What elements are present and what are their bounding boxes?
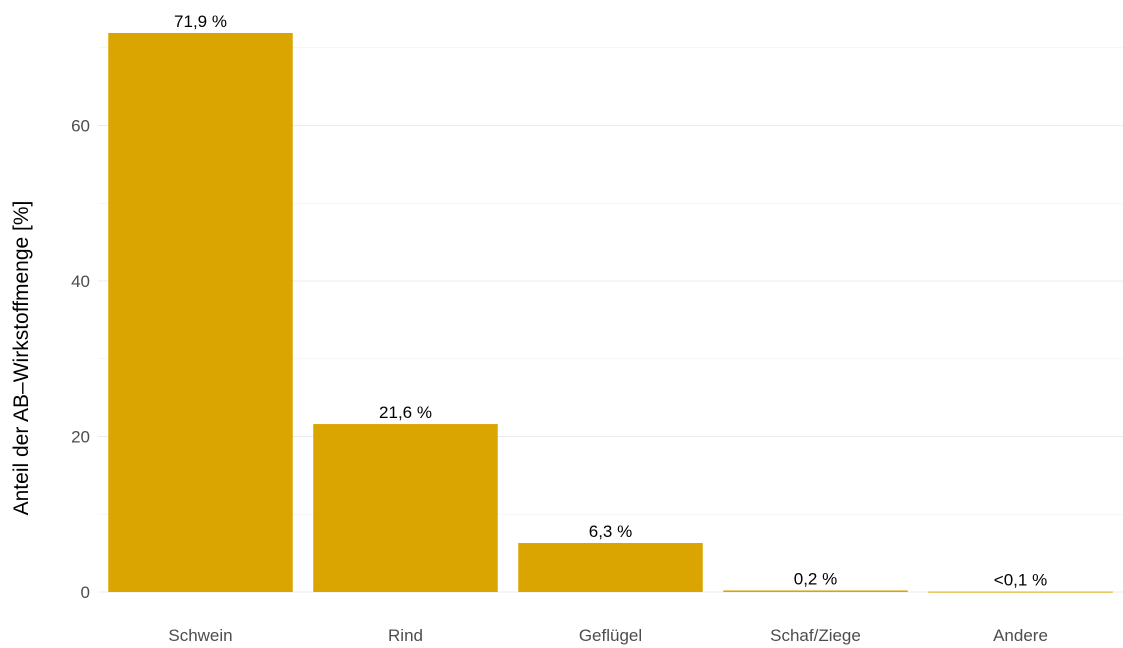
x-tick-label: Andere xyxy=(993,626,1048,645)
x-tick-label: Schwein xyxy=(168,626,232,645)
y-tick-label: 60 xyxy=(71,117,90,136)
y-tick-label: 0 xyxy=(81,583,90,602)
bar-value-label: 6,3 % xyxy=(589,522,632,541)
bar-andere xyxy=(928,591,1113,593)
bar-value-label: 21,6 % xyxy=(379,403,432,422)
bar-value-label: 71,9 % xyxy=(174,12,227,31)
bars xyxy=(108,32,1113,593)
x-tick-label: Schaf/Ziege xyxy=(770,626,861,645)
y-axis-ticks: 0 20 40 60 xyxy=(71,117,90,603)
x-tick-label: Geflügel xyxy=(579,626,642,645)
bar-gefl-gel xyxy=(518,543,703,592)
y-tick-label: 40 xyxy=(71,272,90,291)
bar-rind xyxy=(313,424,498,592)
bar-value-label: 0,2 % xyxy=(794,569,837,588)
x-tick-label: Rind xyxy=(388,626,423,645)
bar-value-label: <0,1 % xyxy=(994,571,1047,590)
bar-schwein xyxy=(108,32,293,593)
data-labels: 71,9 % 21,6 % 6,3 % 0,2 % <0,1 % xyxy=(174,12,1047,590)
y-tick-label: 20 xyxy=(71,428,90,447)
y-axis-title: Anteil der AB–Wirkstoffmenge [%] xyxy=(10,201,33,516)
x-axis-ticks: Schwein Rind Geflügel Schaf/Ziege Andere xyxy=(168,626,1048,645)
bar-schaf-ziege xyxy=(723,590,908,592)
